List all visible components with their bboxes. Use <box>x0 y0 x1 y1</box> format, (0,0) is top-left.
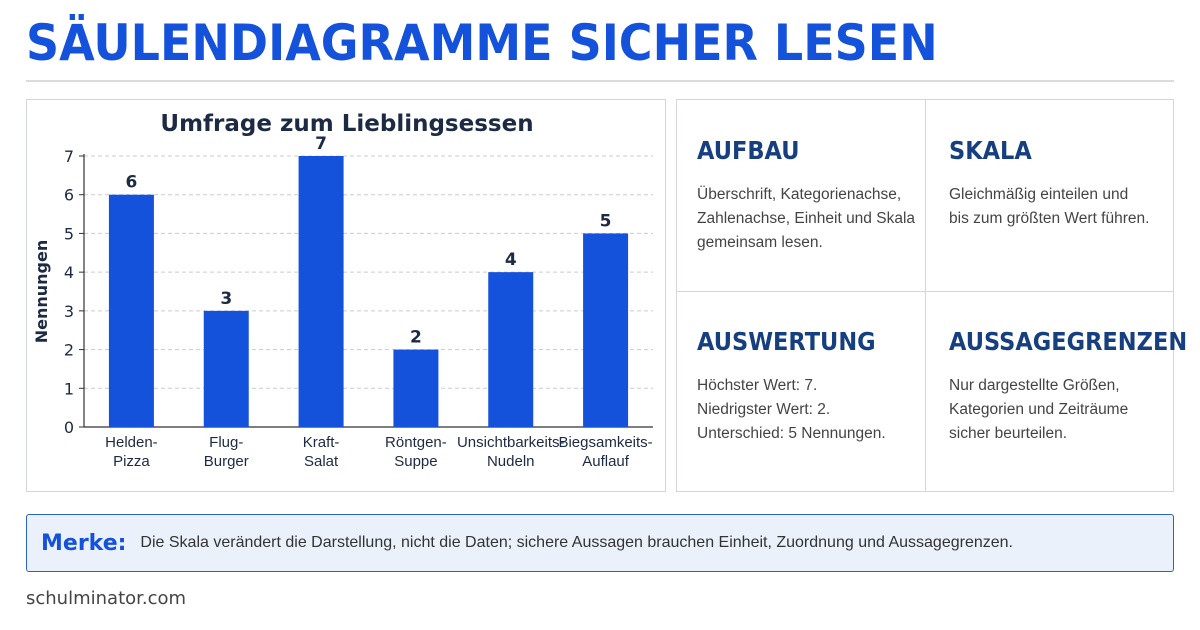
info-text-skala: Gleichmäßig einteilen und bis zum größte… <box>949 186 1150 227</box>
y-tick-label: 1 <box>64 379 74 398</box>
x-tick-label: Pizza <box>113 453 150 470</box>
info-heading-skala: SKALA <box>949 136 1032 165</box>
data-label: 3 <box>220 289 232 309</box>
y-tick-label: 4 <box>64 263 74 282</box>
info-panel: AUFBAU Überschrift, Kategorienachse, Zah… <box>676 99 1188 492</box>
data-label: 6 <box>125 173 137 193</box>
info-text-auswertung: Höchster Wert: 7. Niedrigster Wert: 2. U… <box>697 377 886 442</box>
y-tick-label: 7 <box>64 147 74 166</box>
info-cell-aussagegrenzen: AUSSAGEGRENZEN Nur dargestellte Größen, … <box>949 327 1188 446</box>
data-label: 4 <box>505 250 517 270</box>
bar-chart: Umfrage zum Lieblingsessen Nennungen 0 1 2 3 4… <box>32 111 653 470</box>
chart-title: Umfrage zum Lieblingsessen <box>160 111 533 137</box>
footer-site-name: schulminator.com <box>26 588 187 609</box>
x-tick-label: Auflauf <box>582 453 630 470</box>
note-box: Merke: Die Skala verändert die Darstellu… <box>26 514 1174 572</box>
bar <box>108 194 154 427</box>
y-tick-label: 5 <box>64 224 74 243</box>
info-heading-auswertung: AUSWERTUNG <box>697 327 876 356</box>
info-heading-aufbau: AUFBAU <box>697 136 800 165</box>
bar <box>298 156 344 427</box>
page-title: SÄULENDIAGRAMME SICHER LESEN <box>26 14 938 72</box>
data-label: 2 <box>410 328 422 348</box>
chart-panel: Umfrage zum Lieblingsessen Nennungen 0 1 2 3 4… <box>26 99 666 492</box>
x-tick-label: Helden- <box>105 434 158 451</box>
bar <box>583 233 629 427</box>
x-tick-label: Flug- <box>209 434 243 451</box>
x-tick-label: Unsichtbarkeits- <box>457 434 565 451</box>
info-text-aufbau: Überschrift, Kategorienachse, Zahlenachs… <box>697 186 916 251</box>
data-label: 7 <box>315 134 327 154</box>
x-tick-label: Biegsamkeits- <box>558 434 652 451</box>
x-tick-label: Nudeln <box>487 453 535 470</box>
x-tick-label: Kraft- <box>303 434 340 451</box>
x-tick-label: Röntgen- <box>385 434 447 451</box>
info-cell-skala: SKALA Gleichmäßig einteilen und bis zum … <box>949 136 1179 231</box>
data-label: 5 <box>600 211 612 231</box>
info-text-aussagegrenzen: Nur dargestellte Größen, Kategorien und … <box>949 377 1129 442</box>
info-divider-horizontal <box>677 291 1173 292</box>
note-text: Die Skala verändert die Darstellung, nic… <box>140 534 1013 551</box>
y-tick-label: 2 <box>64 341 74 360</box>
bar <box>203 310 249 427</box>
y-tick-label: 3 <box>64 302 74 321</box>
y-tick-label: 0 <box>64 418 74 437</box>
x-tick-label: Suppe <box>394 453 437 470</box>
bar <box>488 272 534 427</box>
y-tick-label: 6 <box>64 186 74 205</box>
y-axis-label: Nennungen <box>32 240 51 344</box>
x-tick-label: Salat <box>304 453 339 470</box>
x-tick-label: Burger <box>204 453 249 470</box>
note-label: Merke: <box>41 530 127 556</box>
info-divider-vertical <box>925 100 926 491</box>
title-divider <box>26 80 1174 82</box>
info-cell-aufbau: AUFBAU Überschrift, Kategorienachse, Zah… <box>697 136 927 255</box>
bar <box>393 349 439 427</box>
info-cell-auswertung: AUSWERTUNG Höchster Wert: 7. Niedrigster… <box>697 327 927 446</box>
info-heading-aussagegrenzen: AUSSAGEGRENZEN <box>949 327 1188 356</box>
